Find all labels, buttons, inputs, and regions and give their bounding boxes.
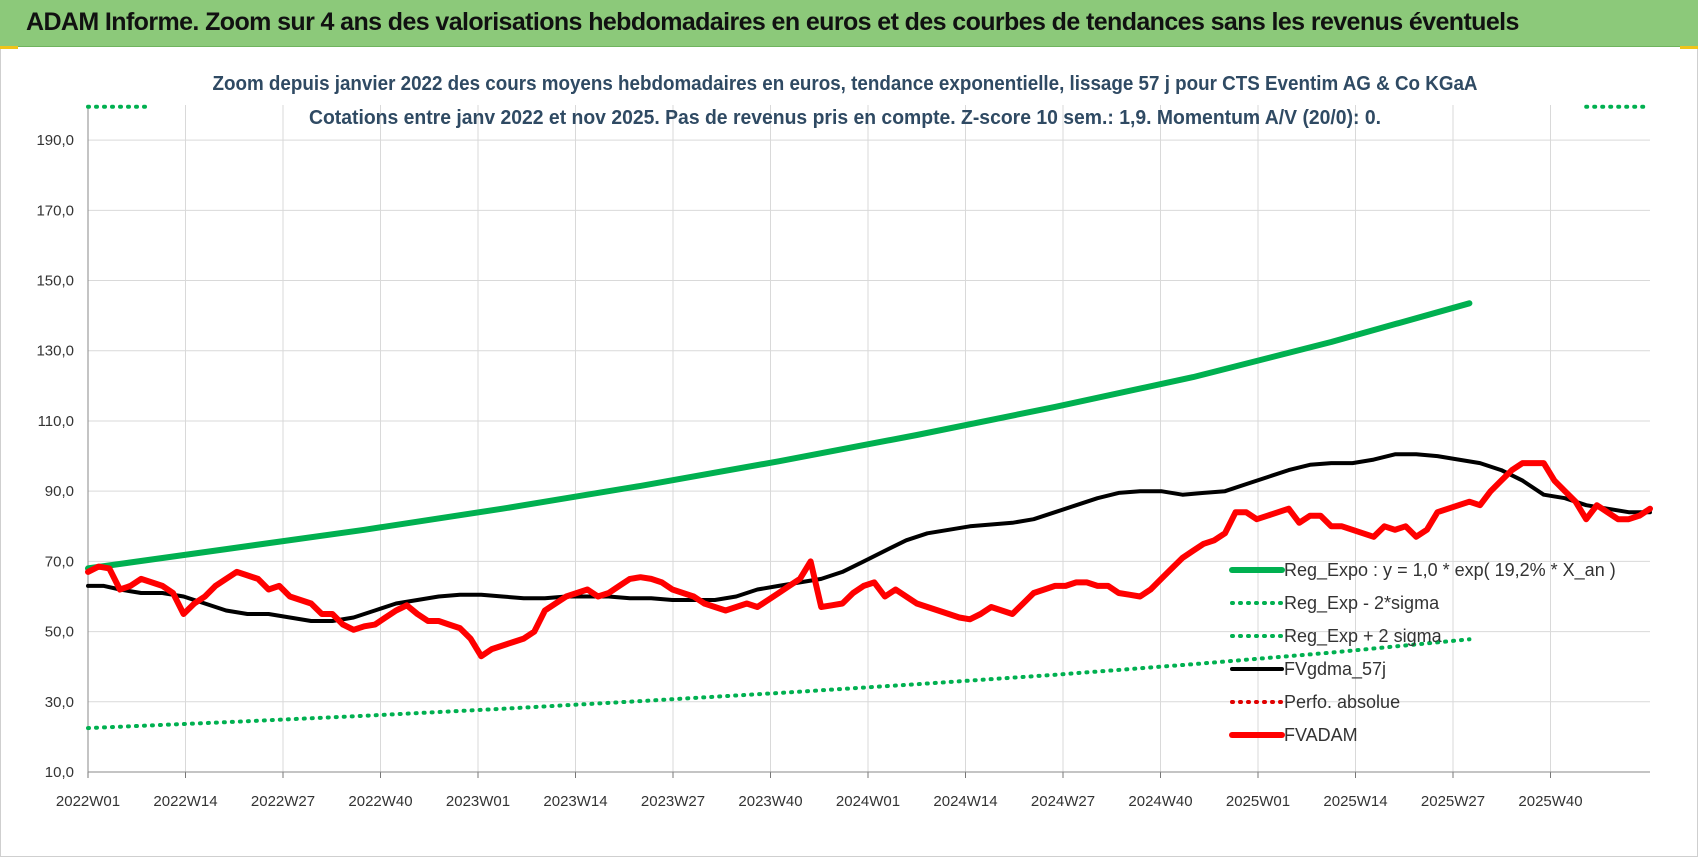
banner: ADAM Informe. Zoom sur 4 ans des valoris…	[0, 0, 1698, 47]
y-tick-label: 190,0	[36, 132, 74, 149]
x-tick-label: 2023W40	[738, 793, 802, 810]
banner-title: ADAM Informe. Zoom sur 4 ans des valoris…	[26, 8, 1519, 36]
x-tick-label: 2022W27	[251, 793, 315, 810]
x-tick-label: 2022W01	[56, 793, 120, 810]
corner-mark-left	[0, 46, 18, 49]
x-tick-label: 2025W14	[1323, 793, 1387, 810]
x-tick-label: 2024W27	[1031, 793, 1095, 810]
y-tick-label: 90,0	[45, 483, 74, 500]
x-tick-label: 2025W40	[1518, 793, 1582, 810]
y-tick-label: 10,0	[45, 764, 74, 781]
x-tick-label: 2024W40	[1128, 793, 1192, 810]
legend-label-3: FVgdma_57j	[1284, 659, 1386, 680]
x-tick-label: 2023W14	[543, 793, 607, 810]
y-tick-label: 130,0	[36, 343, 74, 360]
x-tick-label: 2025W01	[1226, 793, 1290, 810]
y-tick-label: 110,0	[38, 413, 74, 430]
x-tick-label: 2024W01	[836, 793, 900, 810]
y-tick-label: 50,0	[45, 624, 74, 641]
x-tick-label: 2024W14	[933, 793, 997, 810]
chart-title: Zoom depuis janvier 2022 des cours moyen…	[213, 73, 1478, 95]
x-tick-label: 2023W01	[446, 793, 510, 810]
series-line-reg-expo-y-1-0-exp-19-2-x-an	[85, 300, 1473, 572]
legend-label-1: Reg_Exp - 2*sigma	[1284, 593, 1440, 614]
legend-label-2: Reg_Exp + 2 sigma	[1284, 626, 1443, 647]
series-line-reg-exp-2-sigma	[86, 637, 1472, 731]
chart-subtitle: Cotations entre janv 2022 et nov 2025. P…	[309, 107, 1381, 129]
y-tick-label: 70,0	[45, 553, 74, 570]
legend-label-5: FVADAM	[1284, 725, 1358, 745]
legend-label-4: Perfo. absolue	[1284, 692, 1400, 712]
x-tick-label: 2025W27	[1421, 793, 1485, 810]
x-tick-label: 2022W40	[348, 793, 412, 810]
y-tick-label: 30,0	[45, 694, 74, 711]
x-tick-label: 2022W14	[153, 793, 217, 810]
y-tick-label: 170,0	[36, 202, 74, 219]
y-tick-label: 150,0	[36, 273, 74, 290]
corner-mark-right	[1680, 46, 1698, 49]
series-line-fvadam	[85, 460, 1653, 660]
legend-label-0: Reg_Expo : y = 1,0 * exp( 19,2% * X_an )	[1284, 560, 1616, 581]
x-tick-label: 2023W27	[641, 793, 705, 810]
